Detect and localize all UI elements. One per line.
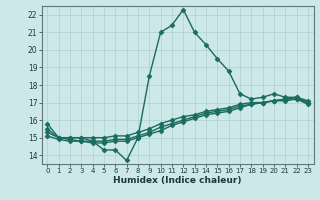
X-axis label: Humidex (Indice chaleur): Humidex (Indice chaleur) — [113, 176, 242, 185]
